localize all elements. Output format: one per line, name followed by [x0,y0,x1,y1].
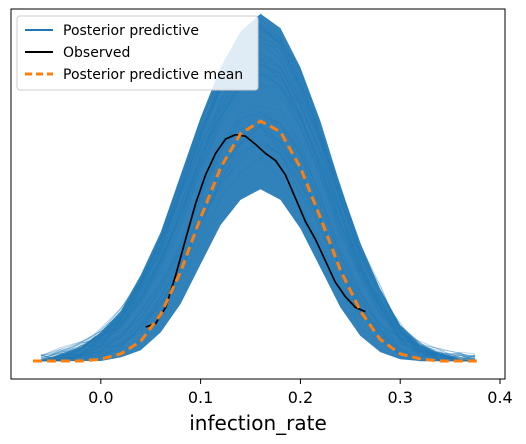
observed-line [145,133,366,328]
posterior-sample-curve [40,142,476,362]
posterior-sample-curve [40,44,476,362]
posterior-sample-curve [40,111,476,362]
axes-frame [10,8,506,380]
posterior-predictive-band-layer [40,13,476,362]
posterior-sample-curve [40,35,476,358]
legend-entry-label: Posterior predictive mean [63,67,243,83]
posterior-sample-curve [40,72,476,362]
legend-entry-label: Observed [63,45,130,61]
posterior-sample-curve [40,53,476,361]
posterior-sample-curve [40,25,476,362]
posterior-predictive-band [40,13,476,361]
posterior-sample-curve [40,143,476,362]
posterior-sample-curve [40,125,476,362]
posterior-sample-curve [40,73,476,362]
posterior-sample-curve [40,123,476,362]
legend: Posterior predictive Observed Posterior pr… [16,15,259,91]
posterior-sample-curve [40,25,476,358]
posterior-sample-curve [40,18,476,362]
posterior-sample-curve [40,112,476,362]
posterior-sample-curve [40,35,476,362]
posterior-sample-curve [40,56,476,362]
posterior-sample-curve [40,126,476,362]
posterior-predictive-mean-line [33,119,481,363]
posterior-sample-curve [40,39,476,362]
posterior-sample-curve [40,25,476,362]
legend-box [16,15,259,91]
posterior-sample-curve [40,63,476,362]
series-lines-layer [33,119,481,363]
x-axis-ticks: 0.0 0.1 0.2 0.3 0.4 [88,379,513,407]
posterior-sample-curve [40,68,476,362]
posterior-sample-curve [40,64,476,362]
posterior-sample-curve [40,63,476,362]
x-tick-label: 0.4 [487,388,512,407]
posterior-sample-curve [40,133,476,362]
posterior-sample-curve [40,30,476,360]
posterior-sample-curve [40,138,476,362]
posterior-sample-curve [40,82,476,362]
posterior-sample-curve [40,26,476,362]
posterior-sample-curve [40,84,476,362]
x-tick-label: 0.2 [288,388,313,407]
x-tick-label: 0.3 [387,388,412,407]
x-tick-label: 0.0 [88,388,113,407]
posterior-sample-curve [40,115,476,362]
posterior-sample-curve [40,73,476,362]
posterior-sample-curve [40,51,476,362]
posterior-sample-curve [40,105,476,362]
posterior-sample-curve [40,157,476,362]
x-tick-label: 0.1 [188,388,213,407]
posterior-sample-curve [40,29,476,362]
x-axis-label: infection_rate [189,411,327,435]
posterior-sample-curve [40,28,476,362]
posterior-sample-curve [40,23,476,361]
posterior-sample-curve [40,58,476,362]
posterior-sample-curve [40,42,476,362]
legend-entry-label: Posterior predictive [63,23,199,39]
